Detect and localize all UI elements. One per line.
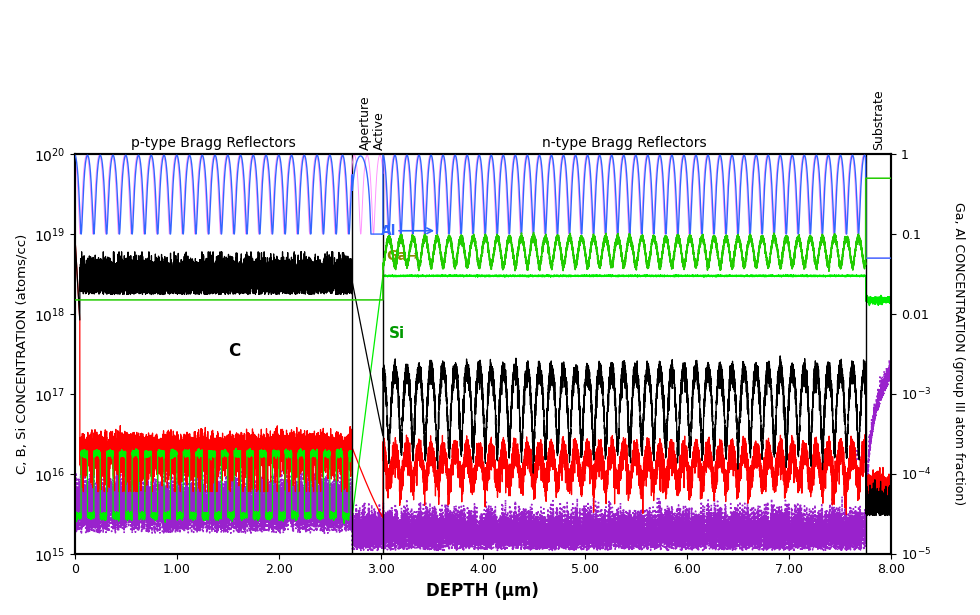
Text: C: C [227, 342, 240, 360]
Text: Aperture: Aperture [359, 95, 371, 150]
Text: Active: Active [372, 111, 386, 150]
Y-axis label: C, B, Si CONCENTRATION (atoms/cc): C, B, Si CONCENTRATION (atoms/cc) [15, 234, 28, 474]
Text: Al: Al [381, 224, 396, 238]
Text: Si: Si [389, 326, 405, 341]
Text: Substrate: Substrate [872, 90, 885, 150]
Text: Ga→: Ga→ [386, 248, 418, 263]
Text: n-type Bragg Reflectors: n-type Bragg Reflectors [542, 136, 707, 150]
Text: p-type Bragg Reflectors: p-type Bragg Reflectors [131, 136, 296, 150]
Y-axis label: Ga, Al CONCENTRATION (group III atom fraction): Ga, Al CONCENTRATION (group III atom fra… [952, 202, 965, 506]
Text: O: O [324, 436, 339, 454]
Text: B: B [851, 449, 860, 462]
X-axis label: DEPTH (μm): DEPTH (μm) [426, 582, 539, 600]
